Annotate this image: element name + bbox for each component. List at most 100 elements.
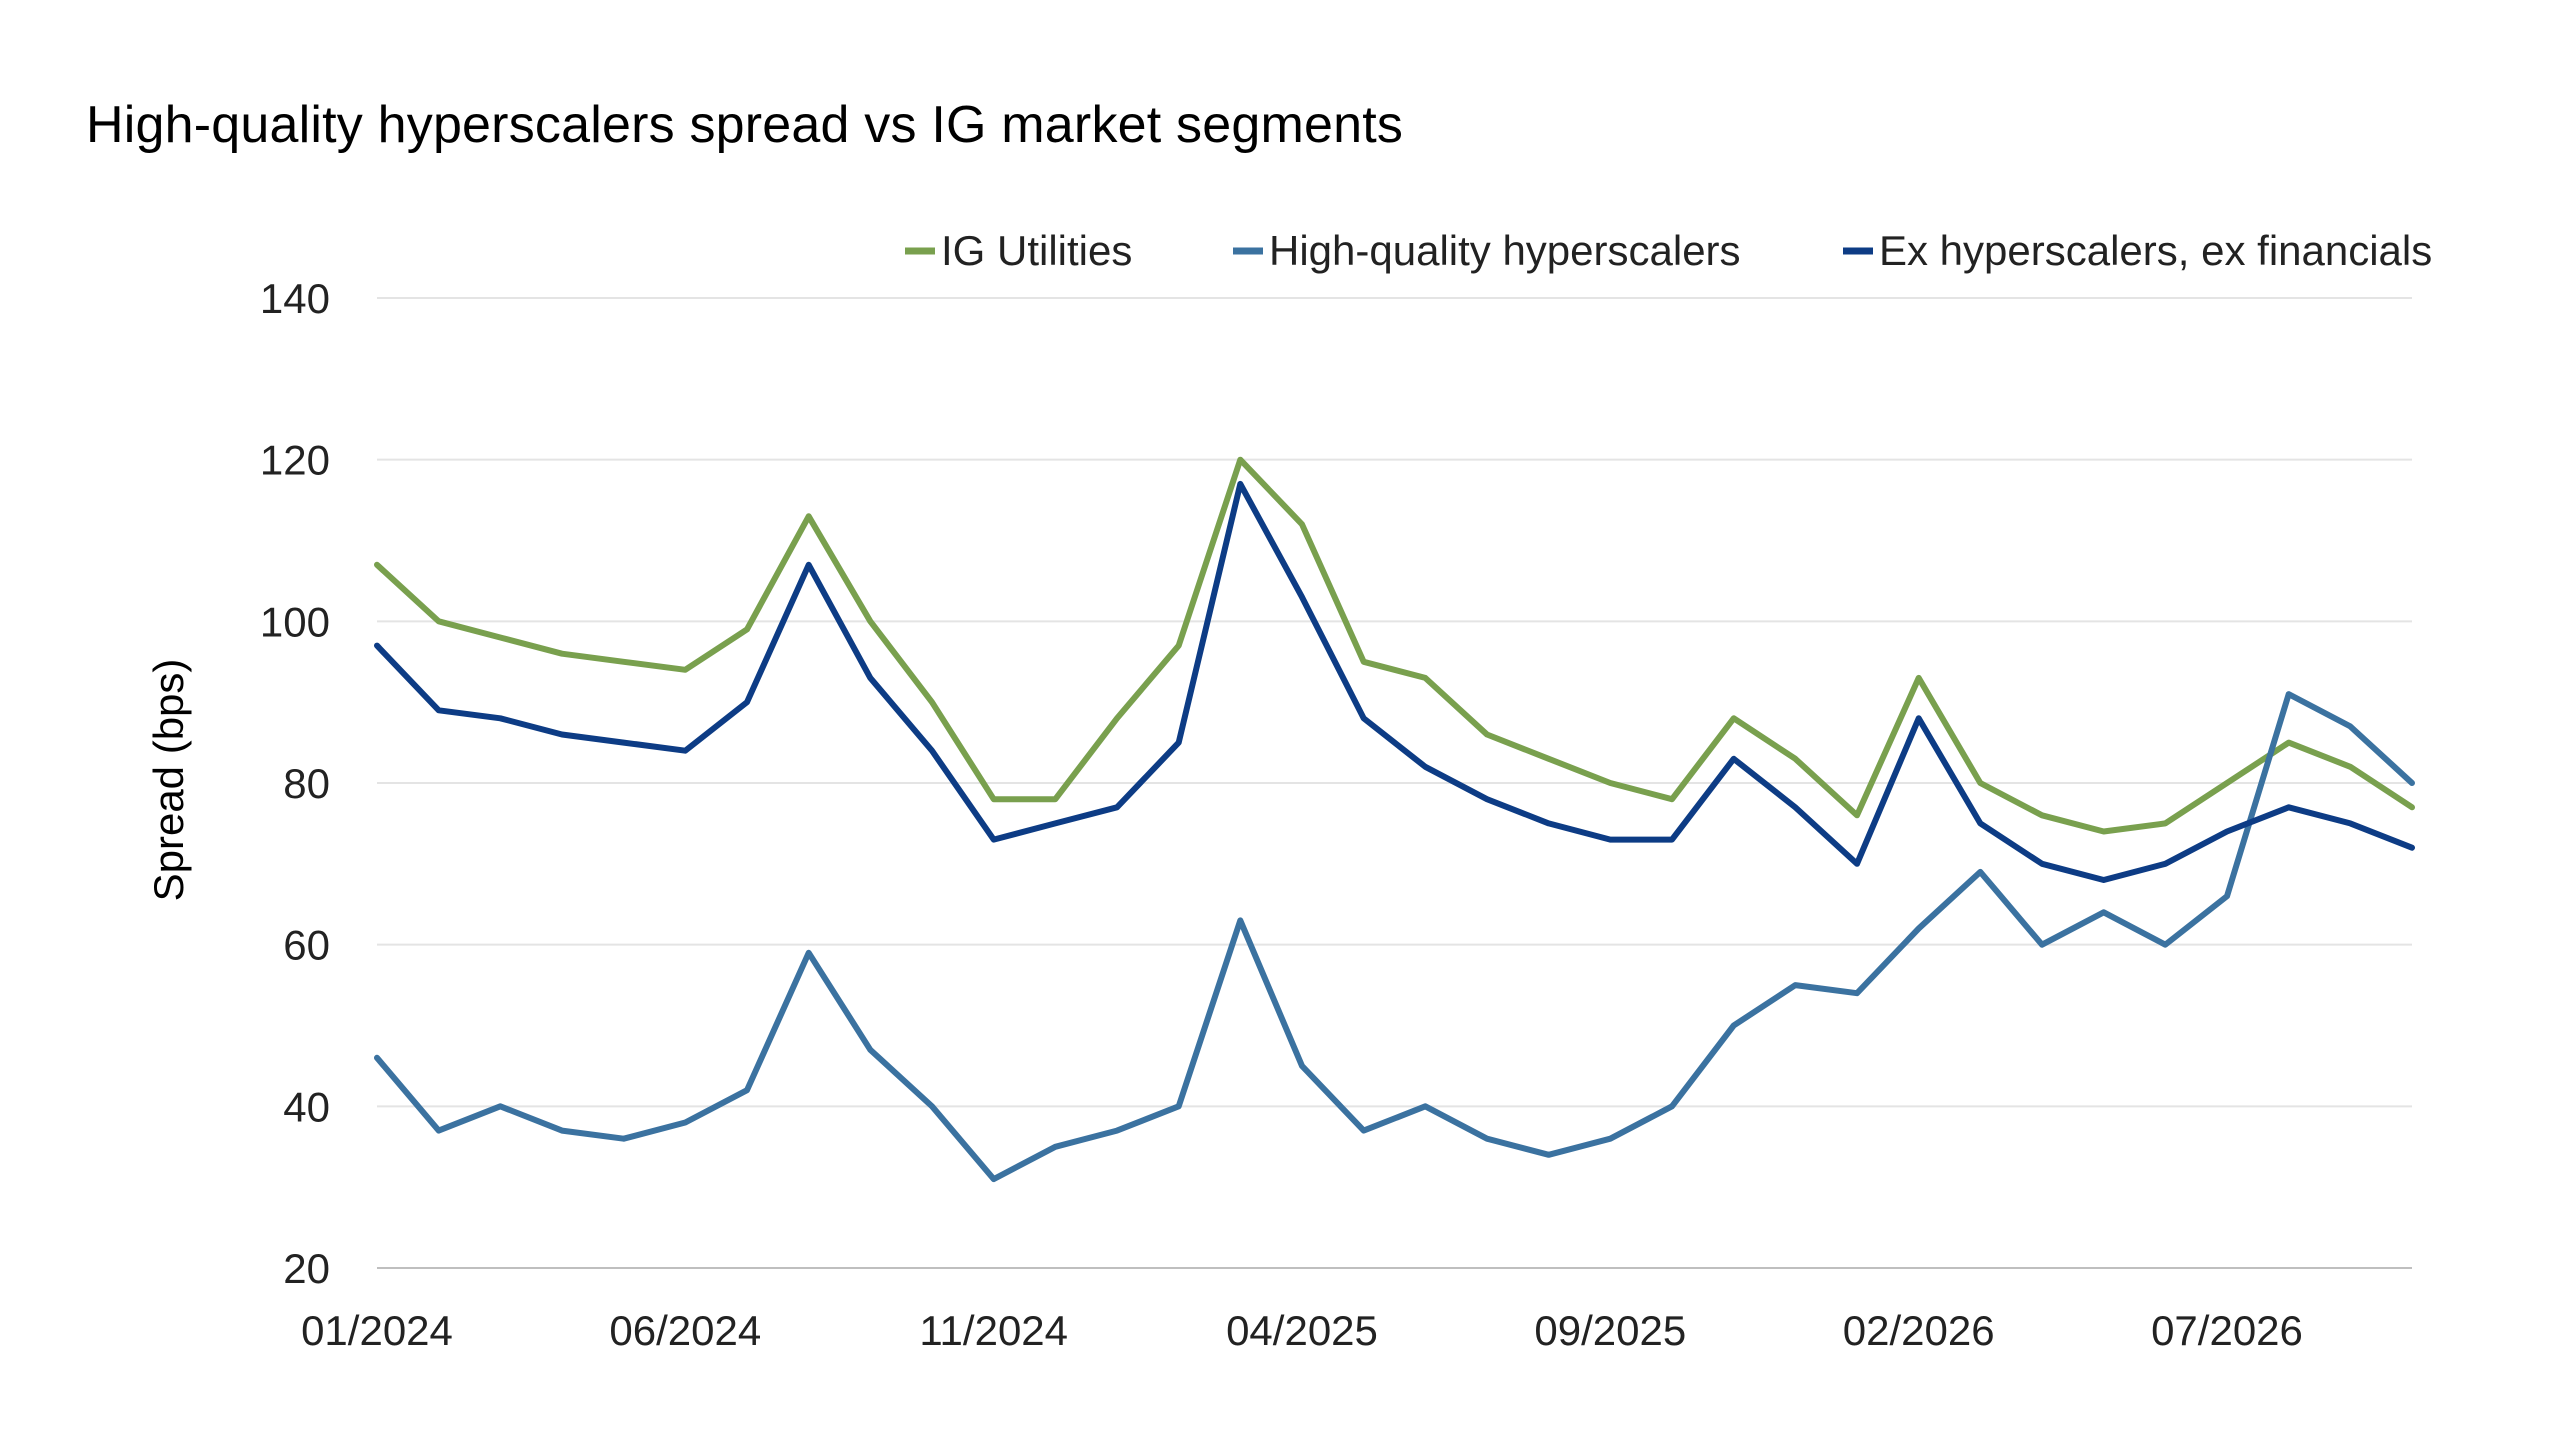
data-point <box>497 1103 503 1109</box>
x-tick-label: 02/2026 <box>1843 1307 1995 1354</box>
data-point <box>2224 780 2230 786</box>
data-point <box>1114 715 1120 721</box>
data-point <box>2039 812 2045 818</box>
data-point <box>374 1055 380 1061</box>
data-point <box>1977 780 1983 786</box>
data-point <box>559 732 565 737</box>
data-point <box>2409 804 2415 810</box>
data-point <box>2286 804 2292 810</box>
data-point <box>436 707 442 713</box>
data-point <box>1176 740 1182 746</box>
data-point <box>1669 796 1675 802</box>
data-point <box>559 1128 565 1134</box>
data-point <box>991 1176 997 1182</box>
data-point <box>1176 643 1182 649</box>
data-point <box>2347 764 2353 770</box>
data-point <box>1052 820 1058 826</box>
data-point <box>1916 715 1922 721</box>
data-point <box>1916 675 1922 681</box>
data-point <box>1176 1103 1182 1109</box>
data-point <box>867 1047 873 1053</box>
data-point <box>1052 796 1058 802</box>
data-point <box>1114 804 1120 810</box>
data-point <box>2286 691 2292 697</box>
data-point <box>1422 675 1428 681</box>
data-point <box>2409 845 2415 851</box>
data-point <box>2224 829 2230 834</box>
data-point <box>1299 521 1305 527</box>
data-point <box>1484 732 1490 737</box>
data-point <box>1422 764 1428 770</box>
y-tick-label: 80 <box>283 760 330 807</box>
series-lines <box>374 456 2415 1183</box>
data-point <box>1546 820 1552 826</box>
data-point <box>2101 909 2107 915</box>
data-point <box>1546 1152 1552 1158</box>
data-point <box>1361 715 1367 721</box>
x-tick-label: 07/2026 <box>2151 1307 2303 1354</box>
data-point <box>929 1103 935 1109</box>
data-point <box>1361 1128 1367 1134</box>
data-point <box>991 796 997 802</box>
data-point <box>1299 1063 1305 1069</box>
data-point <box>1607 837 1613 843</box>
data-point <box>2409 780 2415 786</box>
data-point <box>1546 756 1552 762</box>
data-point <box>1977 820 1983 826</box>
data-point <box>2162 861 2168 867</box>
data-point <box>2039 942 2045 948</box>
data-point <box>1916 926 1922 931</box>
x-tick-label: 09/2025 <box>1534 1307 1686 1354</box>
data-point <box>2101 829 2107 834</box>
x-tick-label: 01/2024 <box>301 1307 453 1354</box>
series-line-0 <box>374 456 2415 835</box>
data-point <box>2162 820 2168 826</box>
y-tick-label: 100 <box>260 598 330 645</box>
data-point <box>1299 594 1305 600</box>
data-point <box>867 675 873 681</box>
data-point <box>1607 1136 1613 1142</box>
data-point <box>806 950 812 956</box>
chart-title: High-quality hyperscalers spread vs IG m… <box>86 96 1404 154</box>
data-point <box>2101 877 2107 883</box>
data-point <box>621 740 627 746</box>
data-point <box>374 562 380 568</box>
series-line-2 <box>374 480 2415 883</box>
data-point <box>436 618 442 624</box>
data-point <box>2224 893 2230 899</box>
y-tick-label: 140 <box>260 275 330 322</box>
data-point <box>1361 659 1367 665</box>
data-point <box>744 699 750 705</box>
data-point <box>1854 990 1860 996</box>
data-point <box>1792 804 1798 810</box>
data-point <box>497 715 503 721</box>
data-point <box>1422 1103 1428 1109</box>
y-tick-label: 120 <box>260 437 330 484</box>
y-tick-label: 60 <box>283 922 330 969</box>
data-point <box>1114 1128 1120 1134</box>
data-point <box>1854 812 1860 818</box>
data-point <box>2286 740 2292 746</box>
data-point <box>929 748 935 754</box>
data-point <box>806 513 812 519</box>
data-point <box>1731 756 1737 762</box>
legend-label-2: Ex hyperscalers, ex financials <box>1879 227 2432 274</box>
data-point <box>744 1087 750 1093</box>
data-point <box>1669 837 1675 843</box>
data-point <box>559 651 565 657</box>
gridlines <box>377 297 2412 1108</box>
data-point <box>929 699 935 705</box>
data-point <box>1484 796 1490 802</box>
data-point <box>2162 942 2168 948</box>
data-point <box>436 1128 442 1134</box>
data-point <box>867 618 873 624</box>
data-point <box>1731 715 1737 721</box>
legend-label-1: High-quality hyperscalers <box>1269 227 1741 274</box>
y-tick-label: 20 <box>283 1245 330 1292</box>
data-point <box>2347 820 2353 826</box>
data-point <box>2347 723 2353 729</box>
data-point <box>1484 1136 1490 1142</box>
data-point <box>1607 780 1613 786</box>
data-point <box>1237 457 1243 463</box>
legend-label-0: IG Utilities <box>941 227 1132 274</box>
